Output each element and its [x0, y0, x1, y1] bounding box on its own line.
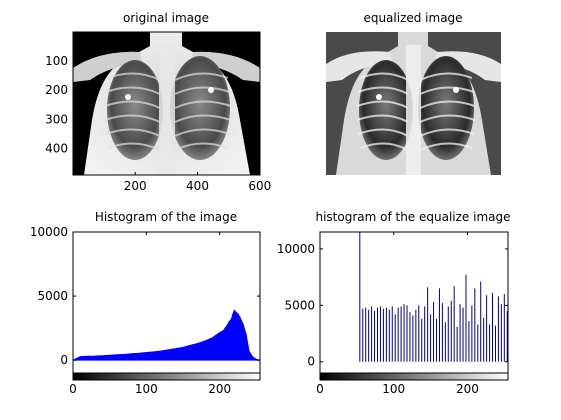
- x-tick-label: 100: [382, 382, 405, 396]
- image-left-shoulder: [73, 51, 142, 82]
- x-tick-label: 200: [124, 179, 147, 193]
- y-tick-label: 200: [45, 83, 68, 97]
- image-electrode: [453, 87, 459, 93]
- image-ribs: [104, 72, 232, 151]
- x-tick-label: 0: [69, 382, 77, 396]
- y-tick-label: 5000: [284, 298, 315, 312]
- subplot-title: Histogram of the image: [95, 210, 237, 224]
- xray-image-equalized: [326, 32, 501, 175]
- image-electrode: [376, 94, 382, 100]
- x-tick-label: 200: [208, 382, 231, 396]
- y-tick-label: 10000: [30, 225, 68, 239]
- axes: 200 400 600 100 200 300 400: [45, 31, 271, 193]
- series-histogram: [72, 309, 261, 362]
- grayscale-colorbar: [319, 372, 509, 381]
- image-spine: [159, 45, 175, 175]
- y-tick-label: 300: [45, 112, 68, 126]
- subplot-title: histogram of the equalize image: [315, 210, 510, 224]
- y-tick-label: 0: [60, 353, 68, 367]
- axes-frame: [72, 31, 261, 176]
- y-tick-label: 10000: [277, 242, 315, 256]
- x-tick-label: 200: [456, 382, 479, 396]
- image-left-shoulder: [326, 51, 392, 82]
- image-left-lung: [359, 60, 413, 160]
- series-equalized-histogram: [359, 232, 508, 362]
- image-left-lung: [107, 60, 163, 160]
- subplot-original-image: original image 200 400 600 100 200 300 400: [45, 11, 271, 193]
- grayscale-colorbar: [72, 372, 261, 381]
- x-tick-label: 400: [186, 179, 209, 193]
- x-tick-label: 100: [135, 382, 158, 396]
- subplot-equalized-histogram: histogram of the equalize image 0 100 2000…: [277, 210, 511, 396]
- x-tick-label: 0: [316, 382, 324, 396]
- image-electrode: [125, 94, 131, 100]
- subplot-equalized-image: equalized image: [326, 11, 501, 175]
- image-ribs: [356, 72, 476, 151]
- y-tick-label: 5000: [37, 289, 68, 303]
- subplot-histogram: Histogram of the image 0 100 200 0 5000 10000: [30, 210, 261, 396]
- xray-image: [73, 32, 260, 175]
- image-spine: [406, 45, 421, 175]
- axes: 0 100 200 0 5000 10000: [30, 225, 260, 396]
- image-right-lung: [170, 56, 230, 160]
- subplot-title: original image: [123, 11, 209, 25]
- y-tick-label: 0: [307, 355, 315, 369]
- image-right-lung: [418, 56, 474, 160]
- y-tick-label: 400: [45, 142, 68, 156]
- x-tick-label: 600: [248, 179, 271, 193]
- image-electrode: [208, 87, 214, 93]
- plot-area: [319, 231, 509, 374]
- axes: 0 100 200 0 5000 10000: [277, 232, 508, 396]
- subplot-title: equalized image: [363, 11, 462, 25]
- y-tick-label: 100: [45, 54, 68, 68]
